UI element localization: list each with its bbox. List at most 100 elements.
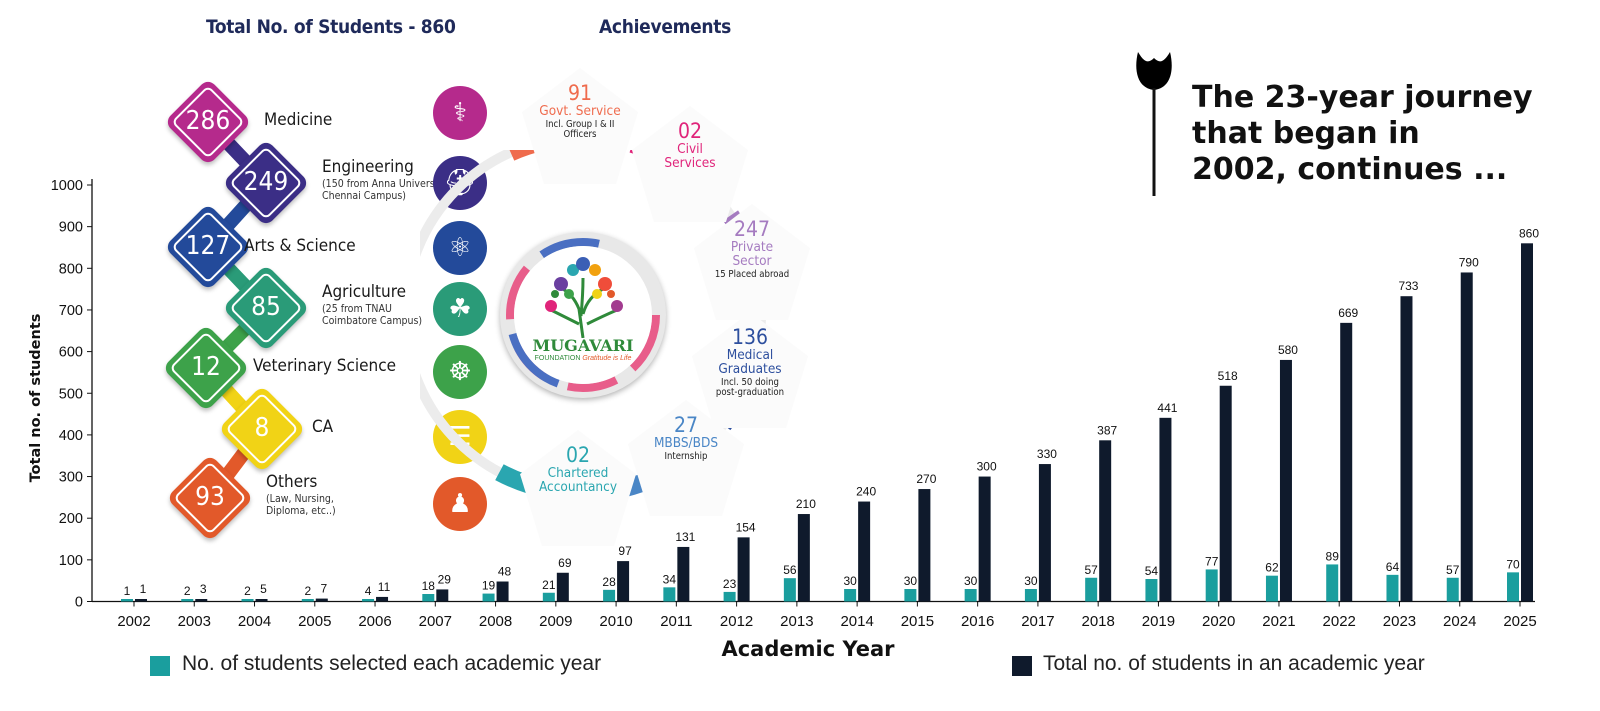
achievement-card: 247 Private Sector 15 Placed abroad: [697, 218, 807, 280]
y-tick-label: 800: [59, 261, 83, 277]
data-label-selected: 2: [184, 584, 191, 598]
data-label-selected: 64: [1386, 560, 1400, 574]
bar-total: [315, 598, 328, 602]
x-tick-label: 2014: [840, 613, 873, 630]
bar-selected: [181, 599, 194, 602]
x-tick-label: 2024: [1443, 613, 1476, 630]
data-label-selected: 30: [904, 574, 918, 588]
journey-text: The 23-year journey that began in 2002, …: [1192, 80, 1533, 187]
bar-total: [1340, 322, 1353, 602]
data-label-selected: 18: [422, 579, 436, 593]
field-count: 127: [185, 231, 231, 261]
bar-total: [1038, 464, 1051, 602]
data-label-total: 48: [498, 565, 512, 579]
data-label-total: 300: [977, 460, 997, 474]
field-label: Medicine: [264, 110, 333, 130]
x-tick-label: 2017: [1021, 613, 1054, 630]
bar-selected: [241, 599, 254, 602]
x-tick-label: 2015: [901, 613, 934, 630]
bar-selected: [964, 589, 977, 602]
cow-icon: ☸: [433, 345, 487, 399]
stethoscope-icon: ⚕: [433, 86, 487, 140]
data-label-selected: 62: [1265, 561, 1279, 575]
x-axis-label: Academic Year: [721, 637, 895, 661]
legend-swatch-selected: [150, 656, 170, 676]
achievement-card: 27 MBBS/BDS Internship: [631, 414, 741, 462]
x-tick-label: 2011: [660, 613, 692, 630]
bar-total: [1400, 296, 1413, 602]
y-tick-label: 300: [59, 470, 83, 486]
data-label-total: 580: [1278, 343, 1298, 357]
achievement-number: 91: [567, 81, 593, 105]
logo-name: MUGAVARI: [532, 336, 634, 355]
data-label-total: 669: [1338, 306, 1358, 320]
x-tick-label: 2022: [1323, 613, 1356, 630]
bar-total: [436, 589, 449, 602]
achievement-note: 15 Placed abroad: [714, 269, 790, 281]
x-tick-label: 2008: [479, 613, 512, 630]
bar-total: [195, 599, 208, 602]
y-tick-label: 600: [59, 345, 83, 361]
field-note: (25 from TNAU Coimbatore Campus): [322, 303, 423, 327]
data-label-selected: 30: [964, 574, 978, 588]
data-label-selected: 57: [1446, 563, 1460, 577]
x-tick-label: 2004: [238, 613, 271, 630]
achievement-label: Private Sector: [730, 239, 774, 270]
bar-selected: [904, 589, 917, 602]
field-label: Veterinary Science: [253, 356, 397, 376]
bar-selected: [301, 599, 314, 602]
achievement-number: 247: [733, 217, 771, 241]
chart-bars: 1 1 2 3 2 5 2 7 4 11 18 29 1948216928973413123154562…: [121, 226, 1539, 602]
x-tick-label: 2010: [599, 613, 632, 630]
bar-selected: [844, 589, 857, 602]
achievement-note: Internship: [664, 451, 708, 463]
bar-total: [496, 581, 509, 602]
data-label-selected: 4: [365, 584, 372, 598]
field-note: (Law, Nursing, Diploma, etc..): [266, 493, 336, 517]
legend-label-total: Total no. of students in an academic yea…: [1043, 652, 1425, 675]
students-total-heading: Total No. of Students - 860: [206, 16, 456, 38]
x-tick-label: 2019: [1142, 613, 1175, 630]
x-tick-label: 2013: [780, 613, 813, 630]
data-label-selected: 30: [1024, 574, 1038, 588]
data-label-total: 3: [200, 582, 207, 596]
achievement-note: Incl. Group I & II Officers: [545, 119, 615, 141]
bar-selected: [1326, 564, 1339, 602]
data-label-selected: 57: [1084, 563, 1098, 577]
data-label-selected: 28: [602, 575, 616, 589]
achievement-card: 91 Govt. Service Incl. Group I & II Office…: [525, 82, 635, 140]
x-tick-label: 2018: [1081, 613, 1114, 630]
x-tick-label: 2003: [178, 613, 211, 630]
bar-selected: [723, 591, 736, 602]
bar-selected: [663, 587, 676, 602]
bar-selected: [482, 593, 495, 602]
tree-icon: [545, 257, 623, 338]
bar-selected: [1205, 569, 1218, 602]
data-label-total: 210: [796, 497, 816, 511]
bar-total: [1279, 359, 1292, 602]
x-tick-label: 2020: [1202, 613, 1235, 630]
bar-selected: [1386, 574, 1399, 602]
achievement-label: Govt. Service: [539, 103, 621, 120]
data-label-total: 5: [260, 582, 267, 596]
achievement-number: 27: [673, 413, 699, 437]
x-tick-label: 2007: [419, 613, 452, 630]
data-label-selected: 30: [843, 574, 857, 588]
x-tick-label: 2023: [1383, 613, 1416, 630]
bar-selected: [542, 592, 555, 602]
data-label-selected: 2: [244, 584, 251, 598]
achievement-label: MBBS/BDS: [653, 435, 719, 452]
achievement-note: Incl. 50 doing post-graduation: [715, 377, 785, 399]
data-label-total: 97: [618, 544, 632, 558]
bar-total: [858, 501, 871, 602]
field-count: 8: [254, 413, 270, 443]
x-tick-label: 2002: [117, 613, 150, 630]
data-label-selected: 1: [124, 584, 131, 598]
data-label-selected: 70: [1506, 557, 1520, 571]
legend-swatch-total: [1012, 656, 1032, 676]
achievement-number: 136: [731, 325, 769, 349]
graduate-icon: ♟: [433, 477, 487, 531]
data-label-total: 441: [1157, 401, 1177, 415]
field-label: Agriculture: [322, 282, 407, 302]
